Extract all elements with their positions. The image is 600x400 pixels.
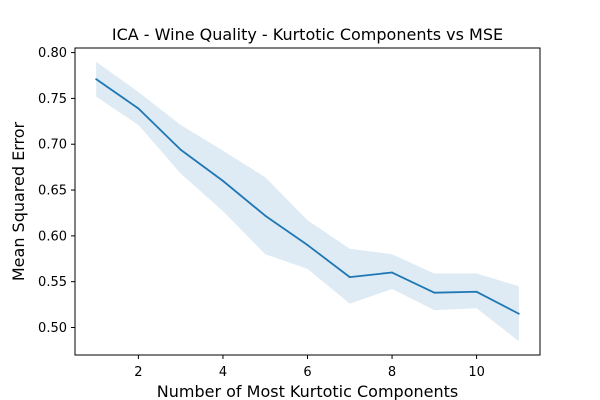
y-axis-label: Mean Squared Error <box>9 121 28 281</box>
y-tick-label: 0.50 <box>38 321 67 336</box>
data-point <box>517 312 520 315</box>
data-point <box>475 290 478 293</box>
x-tick-label: 10 <box>468 365 485 380</box>
data-point <box>433 291 436 294</box>
y-tick-label: 0.65 <box>38 184 67 199</box>
x-tick-label: 4 <box>219 365 227 380</box>
data-point <box>179 148 182 151</box>
data-point <box>348 276 351 279</box>
x-axis: 2 4 6 8 10 <box>134 355 485 380</box>
y-tick-label: 0.80 <box>38 46 67 61</box>
confidence-band <box>96 61 519 342</box>
data-point <box>137 107 140 110</box>
plot-frame <box>74 47 541 356</box>
y-tick-label: 0.75 <box>38 92 67 107</box>
x-tick-label: 2 <box>134 365 142 380</box>
x-axis-label: Number of Most Kurtotic Components <box>157 382 458 400</box>
y-tick-label: 0.70 <box>38 138 67 153</box>
y-tick-label: 0.60 <box>38 229 67 244</box>
chart-title: ICA - Wine Quality - Kurtotic Components… <box>112 25 503 44</box>
x-tick-label: 6 <box>303 365 311 380</box>
plot-area <box>95 61 520 342</box>
data-point <box>306 244 309 246</box>
data-point <box>264 214 267 217</box>
y-axis: 0.50 0.55 0.60 0.65 0.70 0.75 0.80 <box>38 46 75 336</box>
data-point <box>95 78 98 81</box>
x-tick-label: 8 <box>388 365 396 380</box>
y-tick-label: 0.55 <box>38 275 67 290</box>
data-point <box>391 271 393 274</box>
data-point <box>222 179 224 182</box>
